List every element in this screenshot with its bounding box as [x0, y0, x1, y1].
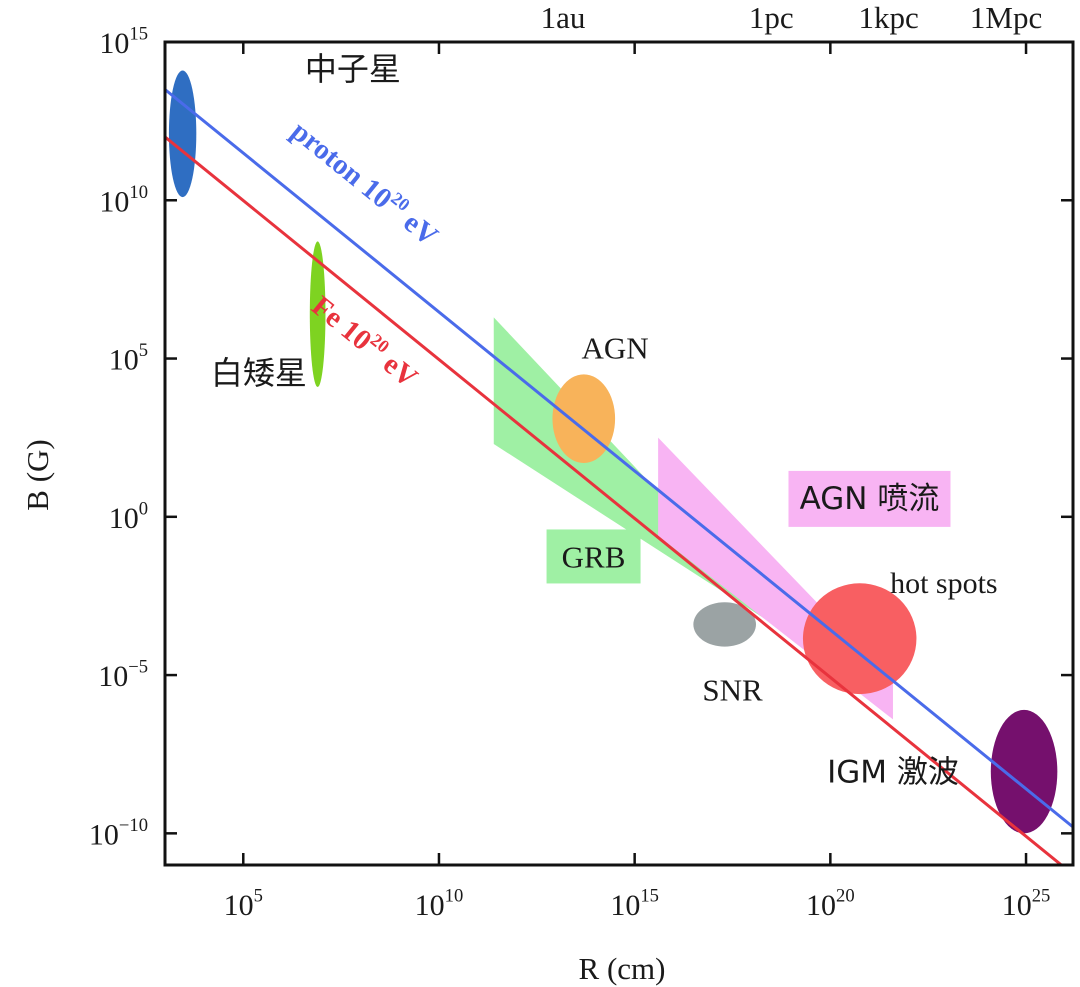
igm-shock-label: IGM 激波 [827, 755, 959, 791]
plot-frame [163, 40, 1075, 867]
y-tick-label: 1015 [99, 24, 148, 61]
x-tick-label: 1020 [806, 886, 855, 923]
white-dwarf-region [309, 241, 326, 388]
snr-region [693, 602, 756, 647]
y-tick-label: 105 [109, 340, 148, 377]
agn-label: AGN [582, 331, 649, 366]
grb-label-box [546, 529, 641, 584]
iron-limit-line [165, 135, 1064, 865]
agn-jet-label-box [788, 470, 951, 527]
plot-border [163, 40, 1075, 867]
grb-label: GRB [562, 539, 626, 574]
top-scale-label: 1pc [749, 0, 794, 35]
top-scale-label: 1Mpc [970, 0, 1042, 35]
x-tick-label: 1010 [415, 886, 464, 923]
neutron-star-label: 中子星 [305, 50, 401, 88]
top-scale-label: 1kpc [859, 0, 919, 35]
y-tick-label: 1010 [99, 182, 148, 219]
ticks-layer: 105 1010 1015 1020 1025 1015 1010 105 100 10−5 10−… [89, 0, 1073, 922]
x-tick-label: 1025 [1002, 886, 1051, 923]
lines-layer [165, 88, 1073, 865]
hot-spots-region [802, 583, 917, 695]
proton-limit-line [165, 88, 1073, 829]
y-axis-label: B (G) [20, 439, 55, 510]
agn-jet-label: AGN 喷流 [800, 481, 940, 517]
y-tick-label: 10−10 [89, 815, 148, 852]
y-tick-label: 100 [109, 498, 148, 535]
x-tick-label: 1015 [610, 886, 659, 923]
agn-region [552, 374, 616, 463]
neutron-star-region [168, 70, 197, 198]
white-dwarf-label: 白矮星 [211, 354, 307, 392]
top-scale-label: 1au [541, 0, 586, 35]
x-tick-label: 105 [224, 886, 263, 923]
hot-spots-label: hot spots [890, 567, 998, 600]
x-axis-label: R (cm) [579, 951, 666, 986]
snr-label: SNR [702, 672, 763, 707]
y-tick-label: 10−5 [98, 657, 148, 694]
